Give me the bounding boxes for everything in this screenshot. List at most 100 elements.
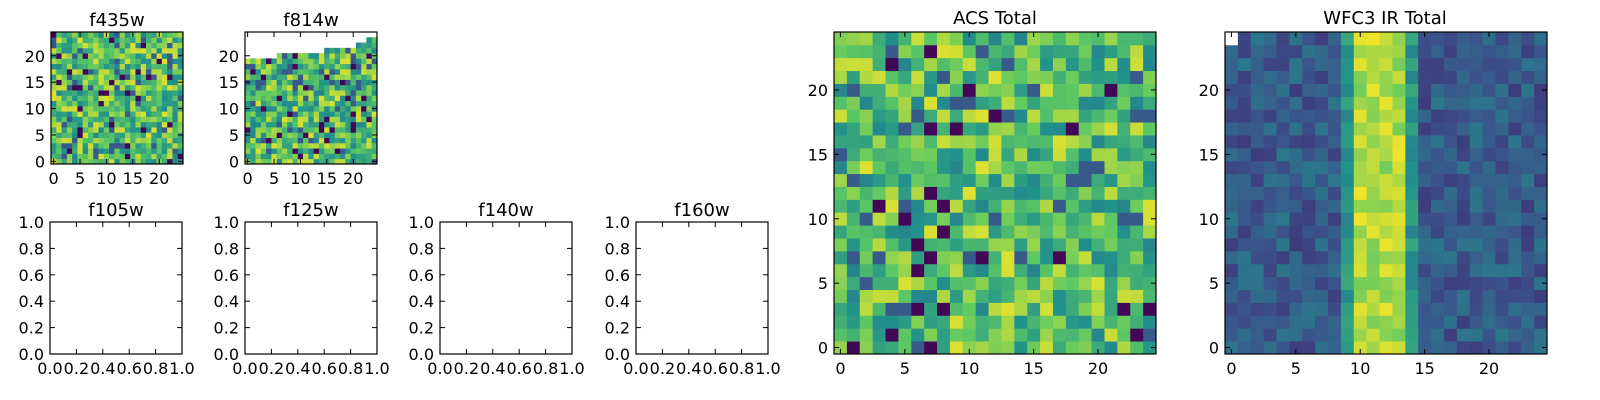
heatmap-cell — [167, 121, 173, 128]
heatmap-cell — [1482, 109, 1496, 123]
heatmap-cell — [1276, 135, 1290, 149]
heatmap-cell — [1276, 302, 1290, 316]
heatmap-cell — [156, 53, 163, 59]
heatmap-cell — [103, 42, 110, 49]
heatmap-cell — [1443, 199, 1458, 213]
heatmap-cell — [161, 132, 168, 138]
heatmap-cell — [949, 32, 964, 46]
heatmap-cell — [1263, 212, 1277, 226]
heatmap-cell — [846, 250, 861, 265]
heatmap-cell — [846, 328, 861, 342]
heatmap-cell — [161, 137, 168, 144]
heatmap-cell — [61, 47, 68, 54]
heatmap-cell — [1405, 109, 1419, 123]
heatmap-cell — [1052, 173, 1067, 187]
heatmap-cell — [1117, 57, 1131, 72]
heatmap-cell — [1315, 199, 1329, 213]
heatmap-cell — [1469, 225, 1483, 239]
heatmap-cell — [161, 142, 168, 149]
heatmap-cell — [260, 148, 267, 154]
heatmap-cell — [72, 127, 78, 133]
heatmap-cell — [1405, 57, 1419, 72]
heatmap-cell — [255, 100, 262, 107]
heatmap-cell — [303, 95, 309, 102]
heatmap-cell — [329, 137, 336, 144]
heatmap-cell — [898, 250, 912, 265]
heatmap-cell — [949, 328, 964, 342]
heatmap-cell — [846, 263, 861, 278]
heatmap-cell — [1469, 199, 1483, 213]
xtick-label: 0.4 — [676, 359, 701, 378]
heatmap-cell — [66, 53, 73, 59]
heatmap-cell — [1143, 263, 1157, 278]
heatmap-cell — [1143, 147, 1157, 162]
heatmap-cell — [1521, 263, 1535, 278]
heatmap-cell — [1392, 32, 1406, 46]
heatmap-cell — [1302, 212, 1316, 226]
heatmap-cell — [1065, 225, 1080, 239]
heatmap-cell — [77, 90, 84, 96]
heatmap-cell — [1482, 250, 1496, 265]
heatmap-cell — [911, 263, 925, 278]
heatmap-cell — [103, 111, 110, 117]
heatmap-cell — [245, 116, 251, 123]
heatmap-cell — [1104, 122, 1118, 136]
heatmap-cell — [1027, 83, 1041, 97]
heatmap-cell — [1104, 289, 1118, 303]
heatmap-cell — [1276, 186, 1290, 200]
heatmap-cell — [281, 84, 288, 91]
heatmap-cell — [151, 100, 157, 107]
heatmap-cell — [1225, 212, 1239, 226]
heatmap-cell — [119, 158, 126, 165]
heatmap-cell — [109, 137, 115, 144]
heatmap-cell — [885, 135, 899, 149]
heatmap-cell — [350, 105, 357, 112]
heatmap-cell — [345, 47, 351, 54]
heatmap-cell — [834, 225, 848, 239]
heatmap-cell — [1340, 225, 1355, 239]
heatmap-cell — [872, 186, 886, 200]
heatmap-cell — [98, 37, 105, 43]
heatmap-cell — [949, 96, 964, 110]
heatmap-cell — [146, 84, 152, 91]
heatmap-cell — [937, 250, 951, 265]
heatmap-cell — [1263, 109, 1277, 123]
heatmap-cell — [1482, 160, 1496, 175]
heatmap-cell — [1392, 289, 1406, 303]
heatmap-cell — [66, 37, 73, 43]
ytick-label: 10 — [219, 100, 239, 119]
heatmap-cell — [846, 57, 861, 72]
heatmap-cell — [1418, 341, 1432, 355]
heatmap-cell — [77, 47, 84, 54]
heatmap-cell — [1237, 315, 1252, 329]
heatmap-cell — [1052, 341, 1067, 355]
heatmap-cell — [1014, 70, 1028, 84]
heatmap-cell — [161, 63, 168, 70]
heatmap-cell — [103, 47, 110, 54]
panel-f160w: f160w 0.0 0.2 0.4 0.6 0.8 1.0 0.00.20.40.60.8… — [605, 200, 781, 378]
heatmap-cell — [371, 47, 378, 54]
heatmap-cell — [949, 122, 964, 136]
heatmap-cell — [1143, 32, 1157, 46]
heatmap-cell — [1263, 44, 1277, 59]
heatmap-cell — [66, 100, 73, 107]
heatmap-cell — [114, 137, 121, 144]
heatmap-cell — [324, 116, 330, 123]
heatmap-cell — [250, 121, 256, 128]
heatmap-cell — [1263, 315, 1277, 329]
xtick-label: 0.2 — [64, 359, 89, 378]
heatmap-cell — [366, 137, 373, 144]
heatmap-cell — [1225, 186, 1239, 200]
heatmap-cell — [124, 68, 131, 75]
heatmap-cell — [924, 341, 938, 355]
heatmap-cell — [161, 148, 168, 154]
heatmap-cell — [949, 109, 964, 123]
heatmap-cell — [371, 148, 378, 154]
heatmap-cell — [988, 186, 1002, 200]
heatmap-cell — [962, 289, 977, 303]
heatmap-cell — [1392, 328, 1406, 342]
heatmap-cell — [124, 90, 131, 96]
heatmap-cell — [281, 90, 288, 96]
heatmap-cell — [962, 212, 977, 226]
